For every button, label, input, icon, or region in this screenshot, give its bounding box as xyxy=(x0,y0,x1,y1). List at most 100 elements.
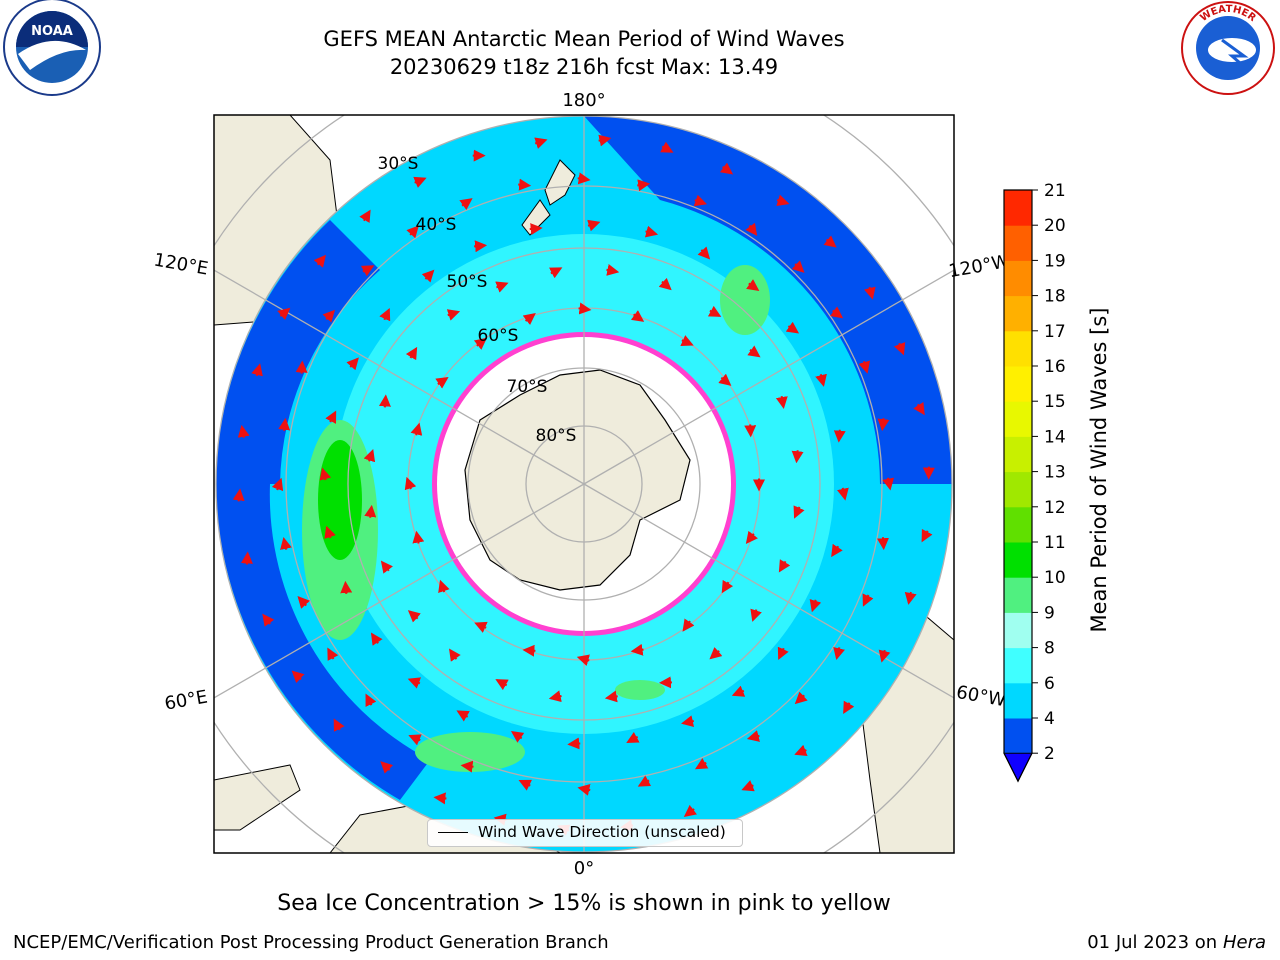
map-frame xyxy=(213,114,955,854)
colorbar-tick-label: 19 xyxy=(1044,251,1066,271)
wind-arrow xyxy=(833,646,845,661)
wind-arrow xyxy=(456,710,470,722)
wind-arrow xyxy=(604,690,618,703)
wind-arrow xyxy=(370,632,383,646)
wind-arrow xyxy=(837,487,849,501)
wind-arrow xyxy=(843,700,855,715)
wind-arrow xyxy=(577,784,591,796)
wind-arrow xyxy=(791,450,804,464)
wind-arrow xyxy=(877,537,889,551)
wind-arrow xyxy=(522,313,536,326)
colorbar-segment xyxy=(1004,330,1032,367)
wind-arrow xyxy=(833,429,846,443)
wind-arrow xyxy=(408,734,422,746)
wind-arrow xyxy=(333,718,345,732)
wind-arrow xyxy=(630,643,644,656)
legend-line-sample xyxy=(438,832,468,833)
wind-arrow xyxy=(251,363,263,377)
wind-arrow xyxy=(291,670,305,684)
lon-label-upper-right: 120°W xyxy=(947,251,1011,282)
wind-arrow xyxy=(823,235,837,248)
wind-arrow xyxy=(598,134,612,147)
wind-arrow xyxy=(794,744,808,756)
wind-arrow xyxy=(412,530,425,544)
wind-arrow xyxy=(346,357,359,371)
wind-arrow xyxy=(495,281,509,293)
wind-arrow xyxy=(721,579,734,594)
colorbar-segment xyxy=(1004,401,1032,437)
colorbar-segment xyxy=(1004,190,1032,226)
colorbar-segment xyxy=(1004,471,1032,508)
wind-arrow xyxy=(319,467,332,481)
wind-arrow xyxy=(518,779,532,791)
wind-arrow xyxy=(359,209,371,223)
wind-arrow xyxy=(365,693,377,707)
lon-label-lower-left: 60°E xyxy=(163,686,209,714)
wind-arrow xyxy=(405,346,418,361)
wind-arrow xyxy=(681,715,695,728)
colorbar-segment xyxy=(1004,718,1032,754)
wind-arrow xyxy=(518,178,532,191)
wind-arrow xyxy=(240,551,253,565)
colorbar-tick-label: 13 xyxy=(1044,463,1066,483)
noaa-logo: NOAA xyxy=(3,0,101,96)
lat-label-60: 60°S xyxy=(478,326,519,346)
lat-label-50: 50°S xyxy=(447,272,488,292)
wind-arrow xyxy=(363,449,376,463)
wind-arrows xyxy=(232,134,935,836)
wind-arrow xyxy=(529,223,543,236)
wind-arrow xyxy=(877,418,890,432)
wind-arrow xyxy=(567,737,581,750)
lon-label-top: 180° xyxy=(562,90,605,111)
colorbar-tick-label: 17 xyxy=(1044,322,1066,342)
wind-arrow xyxy=(313,254,326,268)
colorbar-segment xyxy=(1004,295,1032,332)
wind-arrow xyxy=(747,345,761,358)
wind-arrow xyxy=(548,267,563,279)
wind-arrow xyxy=(576,654,590,667)
wind-arrow xyxy=(682,618,695,632)
wind-arrow xyxy=(237,424,250,438)
colorbar-segment xyxy=(1004,436,1032,473)
wind-arrow xyxy=(474,240,488,253)
wind-arrow xyxy=(694,758,709,770)
wind-arrow xyxy=(707,305,722,317)
colorbar-tick-label: 6 xyxy=(1044,674,1055,694)
wind-arrow xyxy=(364,504,377,518)
wind-arrow xyxy=(741,780,755,792)
wind-arrow xyxy=(785,321,800,334)
colorbar-tick-label: 2 xyxy=(1044,744,1055,764)
wind-arrow xyxy=(460,760,474,773)
wind-arrow xyxy=(522,644,536,657)
colorbar-tick-label: 9 xyxy=(1044,603,1055,623)
wind-arrow xyxy=(534,137,548,149)
wind-arrow xyxy=(719,162,734,175)
colorbar-tick-label: 21 xyxy=(1044,181,1066,201)
wind-arrow xyxy=(474,621,488,633)
colorbar-segment xyxy=(1004,366,1032,402)
colorbar-segment xyxy=(1004,612,1032,649)
colorbar-tick-label: 20 xyxy=(1044,216,1066,236)
wind-arrow xyxy=(658,277,672,291)
wind-arrow xyxy=(904,591,917,605)
wind-arrow xyxy=(495,679,509,691)
wind-arrow xyxy=(433,792,447,805)
wind-arrow xyxy=(746,279,760,291)
wind-arrow xyxy=(327,647,339,661)
wind-arrow xyxy=(438,579,450,594)
wind-arrow xyxy=(378,394,391,408)
wind-arrow xyxy=(637,179,651,192)
svg-text:NOAA: NOAA xyxy=(31,24,73,39)
colorbar-segment xyxy=(1004,577,1032,613)
wind-arrow xyxy=(407,610,421,623)
footer-credit: NCEP/EMC/Verification Post Processing Pr… xyxy=(13,932,609,953)
wind-arrow xyxy=(680,335,694,347)
lat-label-40: 40°S xyxy=(416,215,457,235)
wind-arrow xyxy=(630,310,645,322)
wind-arrow xyxy=(894,342,906,356)
wind-arrow xyxy=(878,649,891,663)
colorbar-segment xyxy=(1004,682,1032,719)
wind-arrow xyxy=(913,401,925,416)
wind-arrow xyxy=(697,246,711,260)
wind-arrow xyxy=(791,260,805,273)
